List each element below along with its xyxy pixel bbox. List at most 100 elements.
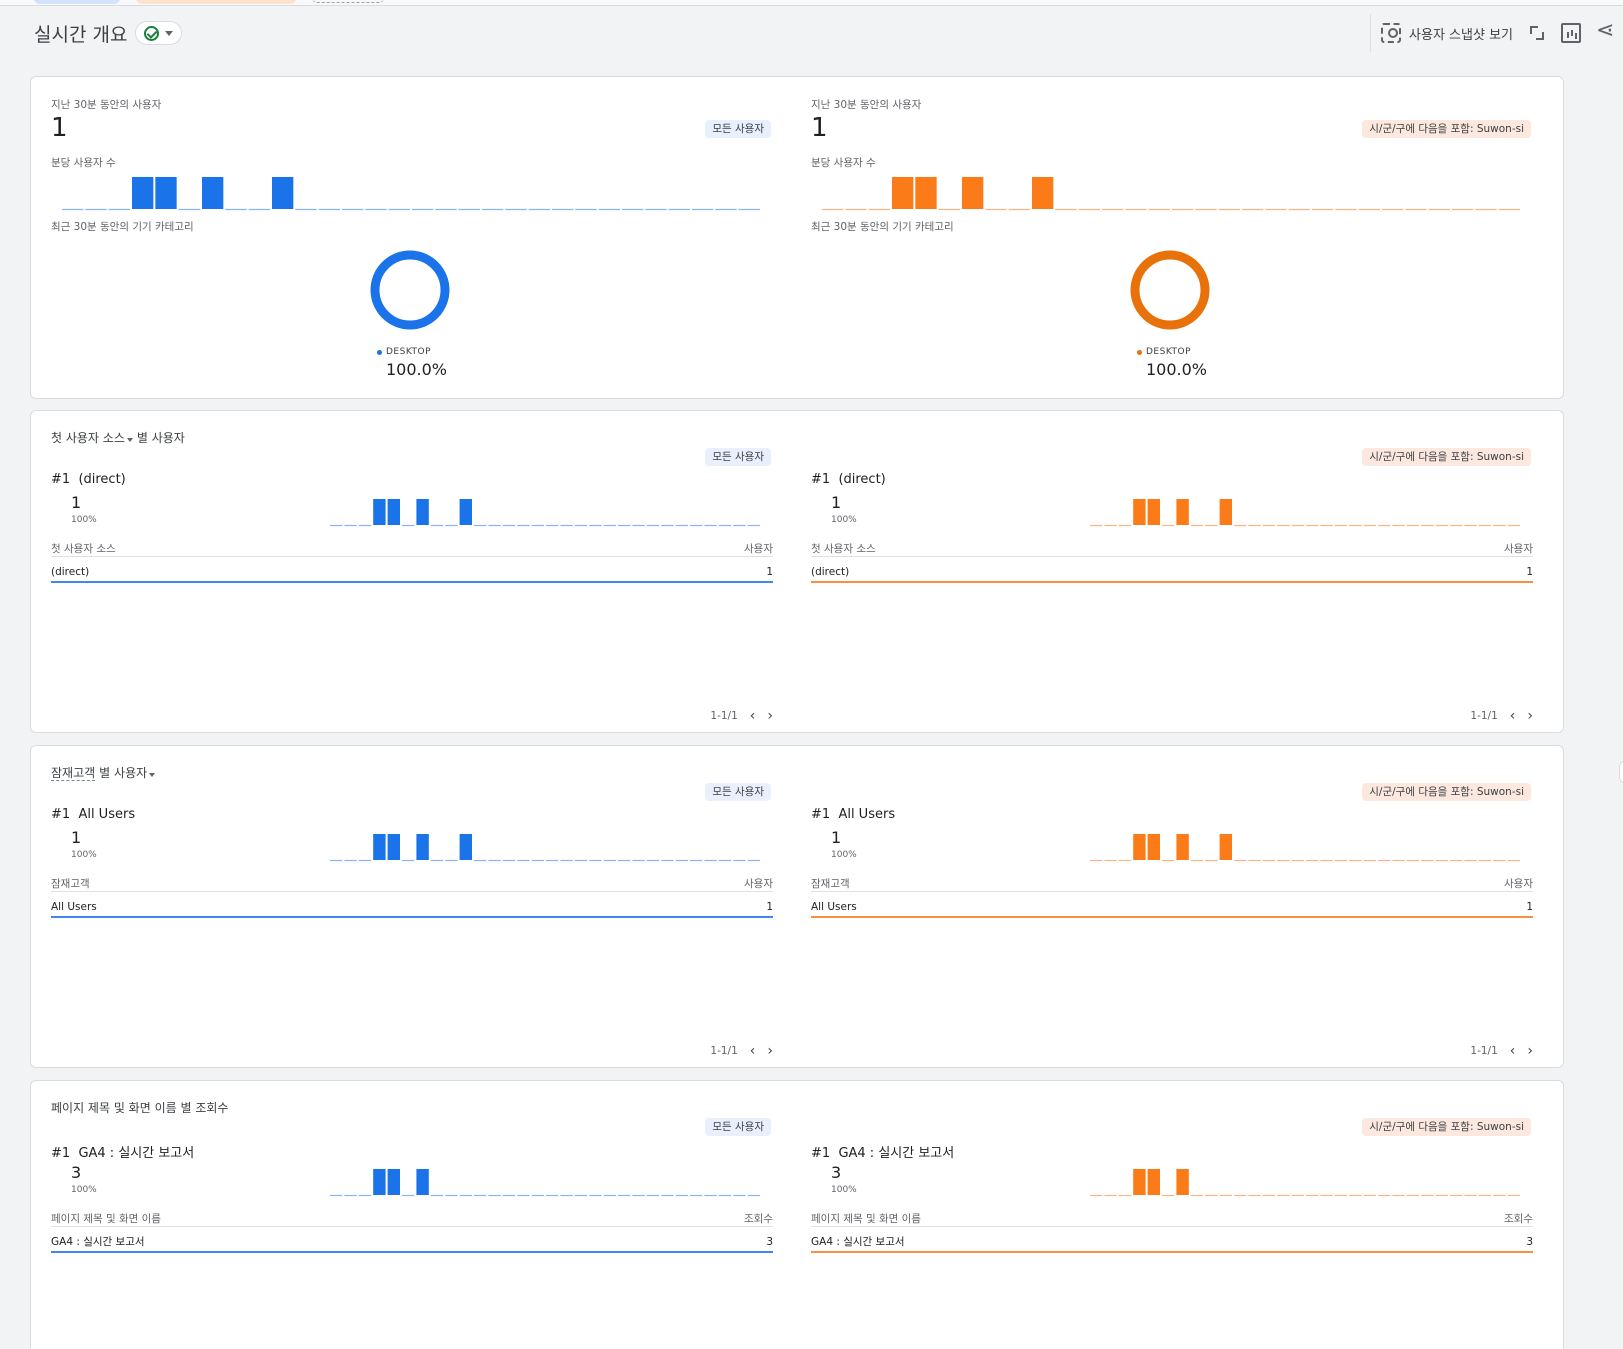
col-dimension[interactable]: 잠재고객 (51, 878, 90, 890)
device-category-label: 최근 30분 동안의 기기 카테고리 (811, 221, 954, 233)
data-status-dropdown[interactable] (135, 21, 183, 45)
top-item-value: 1 (831, 828, 842, 847)
dimension-picker[interactable]: 잠재고객 (51, 766, 96, 781)
page-header: 실시간 개요 (34, 18, 183, 48)
top-item-value: 3 (71, 1163, 82, 1182)
chevron-right-icon[interactable]: › (1527, 708, 1533, 724)
bar-minute-7[interactable] (962, 177, 984, 209)
bar-minute-7[interactable] (416, 1169, 429, 1195)
top-item-value: 1 (71, 493, 82, 512)
bar-minute-5[interactable] (1147, 1169, 1160, 1195)
row-name: All Users (811, 901, 857, 913)
desktop-pct: 100.0% (1146, 360, 1208, 379)
comparison-badge: 시/군/구에 다음을 포함: Suwon-si (1362, 120, 1531, 138)
add-comparison-chip[interactable] (312, 0, 384, 3)
fullscreen-icon[interactable] (1527, 23, 1547, 43)
col-dimension[interactable]: 첫 사용자 소스 (811, 543, 876, 555)
comparison-chip-all-users[interactable] (34, 0, 120, 4)
table-row[interactable]: GA4 : 실시간 보고서 3 (811, 1231, 1533, 1253)
chevron-right-icon[interactable]: › (767, 708, 773, 724)
share-icon[interactable] (1595, 18, 1615, 43)
chevron-right-icon[interactable]: › (1527, 1043, 1533, 1059)
title-suffix[interactable]: 별 사용자 (99, 764, 156, 781)
col-metric[interactable]: 조회수 (1504, 1213, 1533, 1225)
bar-minute-10[interactable] (1219, 499, 1232, 525)
chevron-right-icon[interactable]: › (767, 1043, 773, 1059)
bar-minute-10[interactable] (459, 499, 472, 525)
chevron-left-icon[interactable]: ‹ (1509, 708, 1516, 724)
bar-minute-7[interactable] (1176, 1169, 1189, 1195)
legend-dot (1137, 349, 1142, 355)
audience-right: 시/군/구에 다음을 포함: Suwon-si #1 All Users 1 1… (811, 746, 1533, 1067)
top-item-pct: 100% (831, 1185, 857, 1195)
table-row[interactable]: GA4 : 실시간 보고서 3 (51, 1231, 773, 1253)
overview-right: 지난 30분 동안의 사용자 1 시/군/구에 다음을 포함: Suwon-si… (811, 77, 1533, 398)
col-dimension[interactable]: 페이지 제목 및 화면 이름 (51, 1213, 161, 1225)
bar-minute-5[interactable] (387, 1169, 400, 1195)
users-30min-value: 1 (811, 113, 828, 143)
comparison-badge: 시/군/구에 다음을 포함: Suwon-si (1362, 783, 1531, 801)
col-metric[interactable]: 조회수 (744, 1213, 773, 1225)
bar-minute-5[interactable] (1147, 834, 1160, 860)
table-row[interactable]: All Users 1 (811, 896, 1533, 918)
bar-minute-5[interactable] (387, 499, 400, 525)
bar-minute-7[interactable] (416, 834, 429, 860)
chevron-down-icon (126, 438, 133, 442)
bar-minute-7[interactable] (202, 177, 224, 209)
bar-minute-4[interactable] (373, 1169, 386, 1195)
col-metric[interactable]: 사용자 (1504, 543, 1533, 555)
top-item-sparkline (1090, 1169, 1520, 1197)
bar-minute-7[interactable] (416, 499, 429, 525)
table-row[interactable]: All Users 1 (51, 896, 773, 918)
customize-report-icon[interactable] (1561, 23, 1581, 43)
bar-minute-10[interactable] (1219, 834, 1232, 860)
bar-minute-10[interactable] (1032, 177, 1054, 209)
col-dimension[interactable]: 첫 사용자 소스 (51, 543, 116, 555)
snapshot-icon (1381, 23, 1402, 43)
col-dimension[interactable]: 페이지 제목 및 화면 이름 (811, 1213, 921, 1225)
row-value: 3 (1526, 1236, 1533, 1248)
comparison-badge: 시/군/구에 다음을 포함: Suwon-si (1362, 1118, 1531, 1136)
bar-minute-4[interactable] (1133, 834, 1146, 860)
pages-right: 시/군/구에 다음을 포함: Suwon-si #1 GA4 : 실시간 보고서… (811, 1081, 1533, 1349)
bar-minute-4[interactable] (373, 499, 386, 525)
pagination: 1-1/1 ‹ › (1470, 708, 1533, 724)
top-tab-strip (0, 0, 1623, 6)
top-item-value: 3 (831, 1163, 842, 1182)
bar-minute-10[interactable] (459, 834, 472, 860)
top-item-sparkline (1090, 499, 1520, 527)
bar-minute-7[interactable] (1176, 499, 1189, 525)
col-metric[interactable]: 사용자 (1504, 878, 1533, 890)
col-metric[interactable]: 사용자 (744, 543, 773, 555)
col-dimension[interactable]: 잠재고객 (811, 878, 850, 890)
chevron-left-icon[interactable]: ‹ (749, 1043, 756, 1059)
first-user-source-card: 첫 사용자 소스 별 사용자 모든 사용자 #1 (direct) 1 100%… (30, 410, 1564, 733)
top-item-pct: 100% (831, 850, 857, 860)
bar-minute-4[interactable] (892, 177, 914, 209)
bar-minute-5[interactable] (155, 177, 177, 209)
side-panel-handle[interactable] (1619, 760, 1623, 784)
chevron-left-icon[interactable]: ‹ (1509, 1043, 1516, 1059)
top-item-pct: 100% (71, 850, 97, 860)
bar-minute-4[interactable] (1133, 1169, 1146, 1195)
comparison-badge: 모든 사용자 (705, 783, 771, 801)
bar-minute-4[interactable] (1133, 499, 1146, 525)
bar-minute-5[interactable] (387, 834, 400, 860)
bar-minute-5[interactable] (1147, 499, 1160, 525)
bar-minute-4[interactable] (373, 834, 386, 860)
chevron-left-icon[interactable]: ‹ (749, 708, 756, 724)
dimension-picker[interactable]: 첫 사용자 소스 (51, 429, 133, 446)
bar-minute-5[interactable] (915, 177, 937, 209)
bar-minute-10[interactable] (272, 177, 294, 209)
table-row[interactable]: (direct) 1 (811, 561, 1533, 583)
comparison-chip-suwon[interactable] (136, 0, 296, 4)
users-30min-value: 1 (51, 113, 68, 143)
bar-minute-4[interactable] (132, 177, 154, 209)
row-value: 1 (1526, 566, 1533, 578)
users-30min-label: 지난 30분 동안의 사용자 (811, 99, 922, 111)
table-row[interactable]: (direct) 1 (51, 561, 773, 583)
user-snapshot-button[interactable]: 사용자 스냅샷 보기 (1381, 23, 1513, 43)
bar-minute-7[interactable] (1176, 834, 1189, 860)
title-suffix: 별 사용자 (136, 431, 185, 445)
col-metric[interactable]: 사용자 (744, 878, 773, 890)
